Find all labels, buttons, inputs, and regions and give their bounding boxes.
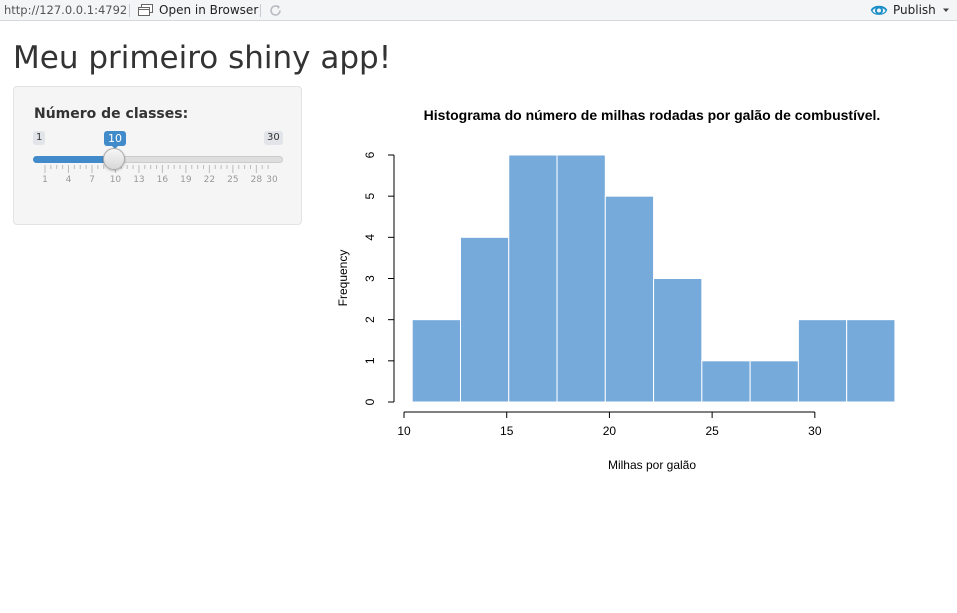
- slider-tick-label: 7: [89, 175, 95, 185]
- x-axis-label: Milhas por galão: [608, 458, 696, 472]
- y-tick-label: 6: [363, 151, 377, 158]
- open-in-browser-icon[interactable]: [138, 4, 153, 16]
- x-tick-label: 10: [397, 424, 411, 438]
- slider-label: Número de classes:: [34, 106, 189, 122]
- slider-value-label: 10: [104, 131, 126, 146]
- y-tick-label: 4: [363, 234, 377, 241]
- slider-handle[interactable]: [103, 148, 125, 170]
- histogram-bar: [411, 319, 461, 403]
- sidebar-panel: Número de classes: 1 30 10 1 4 7 10 13 16 19 22…: [13, 86, 302, 225]
- y-tick-label: 2: [363, 316, 377, 323]
- slider-fill: [33, 156, 115, 163]
- x-tick-label: 15: [500, 424, 514, 438]
- histogram-bar: [459, 236, 510, 403]
- x-tick-label: 20: [603, 424, 617, 438]
- histogram-bar: [653, 278, 703, 403]
- histogram-bar: [701, 360, 751, 403]
- slider-tick-label: 28: [250, 175, 263, 185]
- slider-tick-label: 1: [42, 175, 48, 185]
- histogram-bar: [749, 360, 799, 403]
- histogram-bar: [846, 319, 896, 403]
- page-title: Meu primeiro shiny app!: [13, 40, 392, 76]
- publish-button[interactable]: Publish: [893, 3, 936, 17]
- y-tick-label: 1: [363, 357, 377, 364]
- y-axis-label: Frequency: [336, 250, 350, 307]
- slider-tick-label: 19: [180, 175, 192, 185]
- histogram-bar: [508, 154, 558, 403]
- histogram-bar: [797, 319, 848, 403]
- slider-value-pointer: [112, 146, 118, 149]
- refresh-icon[interactable]: [268, 3, 283, 18]
- y-tick-label: 3: [363, 275, 377, 282]
- slider-tick-label: 16: [156, 175, 169, 185]
- open-in-browser-button[interactable]: Open in Browser: [159, 3, 259, 17]
- x-tick-label: 30: [808, 424, 822, 438]
- toolbar-divider: [129, 4, 130, 17]
- slider-tick-label: 10: [109, 175, 122, 185]
- viewer-toolbar: http://127.0.0.1:4792 Open in Browser Pu…: [0, 0, 957, 21]
- slider-tick-label: 30: [266, 175, 278, 185]
- histogram-bar: [556, 154, 606, 403]
- x-tick-label: 25: [705, 424, 719, 438]
- slider-tick-label: 25: [227, 175, 239, 185]
- histogram-bar: [604, 195, 655, 403]
- url-label: http://127.0.0.1:4792: [4, 3, 128, 17]
- slider-min-label: 1: [33, 131, 46, 145]
- publish-icon[interactable]: [870, 3, 888, 18]
- histogram-chart: Histograma do número de milhas rodadas p…: [336, 107, 896, 472]
- slider-tick-label: 13: [133, 175, 145, 185]
- slider-tick-label: 22: [203, 175, 216, 185]
- chart-title: Histograma do número de milhas rodadas p…: [424, 107, 881, 123]
- slider-ticks: [44, 165, 269, 173]
- slider-max-label: 30: [264, 131, 283, 145]
- y-tick-label: 5: [363, 193, 377, 200]
- slider-tick-label: 4: [65, 175, 72, 185]
- y-tick-label: 0: [363, 398, 377, 405]
- chevron-down-icon[interactable]: [942, 8, 950, 13]
- toolbar-divider: [260, 4, 261, 17]
